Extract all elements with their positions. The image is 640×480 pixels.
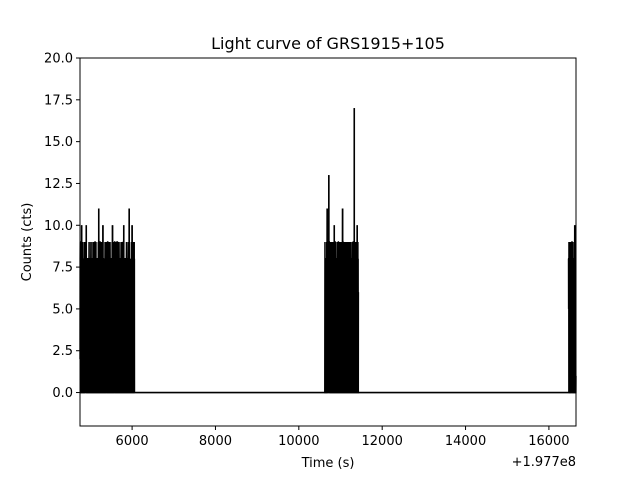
chart-title: Light curve of GRS1915+105 [211, 34, 445, 53]
data-layer [79, 108, 577, 394]
y-tick-label: 0.0 [52, 386, 73, 401]
x-tick-label: 6000 [116, 434, 149, 449]
x-axis-label: Time (s) [301, 456, 355, 471]
x-tick-label: 14000 [445, 434, 486, 449]
y-tick-label: 20.0 [44, 52, 73, 67]
x-tick-label: 12000 [362, 434, 403, 449]
y-axis-label: Counts (cts) [20, 203, 35, 282]
x-axis: 6000 8000 10000 12000 14000 16000 [116, 426, 570, 449]
light-curve-segment-1 [79, 208, 136, 394]
x-tick-label: 16000 [528, 434, 569, 449]
y-axis: 0.0 2.5 5.0 7.5 10.0 12.5 15.0 17.5 20.0 [44, 52, 80, 401]
x-tick-label: 10000 [278, 434, 319, 449]
x-tick-label: 8000 [199, 434, 232, 449]
plot-area-frame [79, 57, 577, 427]
y-tick-label: 17.5 [44, 93, 73, 108]
y-tick-label: 10.0 [44, 219, 73, 234]
y-tick-label: 2.5 [52, 344, 73, 359]
y-tick-label: 15.0 [44, 135, 73, 150]
y-tick-label: 7.5 [52, 261, 73, 276]
light-curve-segment-2 [324, 108, 360, 394]
x-axis-offset-label: +1.977e8 [512, 455, 576, 470]
y-tick-label: 5.0 [52, 302, 73, 317]
y-tick-label: 12.5 [44, 177, 73, 192]
